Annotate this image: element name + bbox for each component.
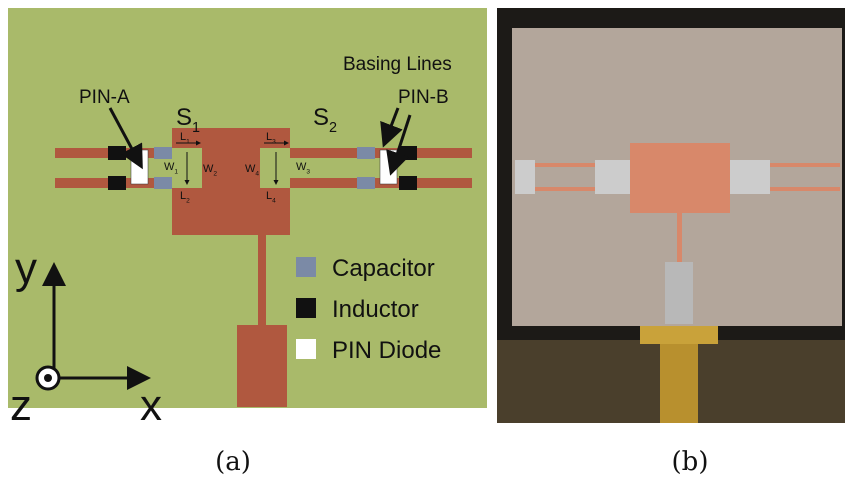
label-base: W <box>164 161 175 173</box>
axis-label: z <box>10 381 32 430</box>
axis-label: y <box>15 244 37 293</box>
connector <box>640 326 718 344</box>
feed-line <box>677 213 682 263</box>
panel-b: (b) <box>497 8 845 477</box>
label-sub: 2 <box>186 197 190 204</box>
feed-line <box>258 235 266 327</box>
patch <box>630 143 730 213</box>
caption: (b) <box>672 447 709 477</box>
label-sub: 4 <box>272 197 276 204</box>
label-base: W <box>245 163 256 175</box>
label-sub: 1 <box>174 168 178 175</box>
legend-label: Inductor <box>332 296 419 323</box>
label-base: W <box>203 163 214 175</box>
callout: Basing Lines <box>343 54 452 75</box>
legend-swatch <box>296 298 316 318</box>
label-base: W <box>296 161 307 173</box>
label-base: S <box>176 104 192 131</box>
label-base: S <box>313 104 329 131</box>
callout: PIN-B <box>398 87 449 108</box>
axis-label: x <box>140 381 162 430</box>
label-sub: 1 <box>186 138 190 145</box>
solder <box>665 262 693 324</box>
label-sub: 2 <box>329 120 337 136</box>
figure: PIN-A PIN-B Basing Lines S1S2 L1W1W2L2L3… <box>0 0 851 482</box>
legend-swatch <box>296 257 316 277</box>
connector <box>660 344 698 423</box>
label-sub: 2 <box>213 170 217 177</box>
label-sub: 1 <box>192 120 200 136</box>
label-sub: 3 <box>306 168 310 175</box>
legend-label: PIN Diode <box>332 337 441 364</box>
legend-label: Capacitor <box>332 255 435 282</box>
label-sub: 4 <box>255 170 259 177</box>
label-sub: 3 <box>272 138 276 145</box>
z-dot <box>44 374 52 382</box>
feed-port <box>237 325 287 407</box>
caption: (a) <box>215 447 251 477</box>
legend-swatch <box>296 339 316 359</box>
callout: PIN-A <box>79 87 130 108</box>
